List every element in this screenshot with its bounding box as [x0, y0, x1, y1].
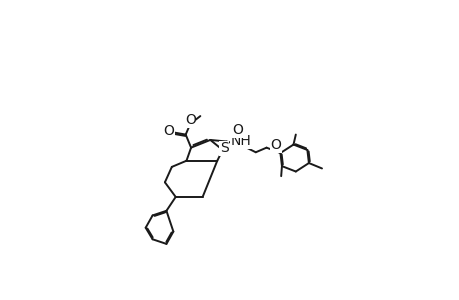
- Text: NH: NH: [230, 134, 251, 148]
- Text: O: O: [232, 123, 243, 137]
- Text: O: O: [163, 124, 174, 139]
- Text: S: S: [219, 141, 228, 155]
- Text: O: O: [270, 138, 280, 152]
- Text: O: O: [185, 113, 196, 127]
